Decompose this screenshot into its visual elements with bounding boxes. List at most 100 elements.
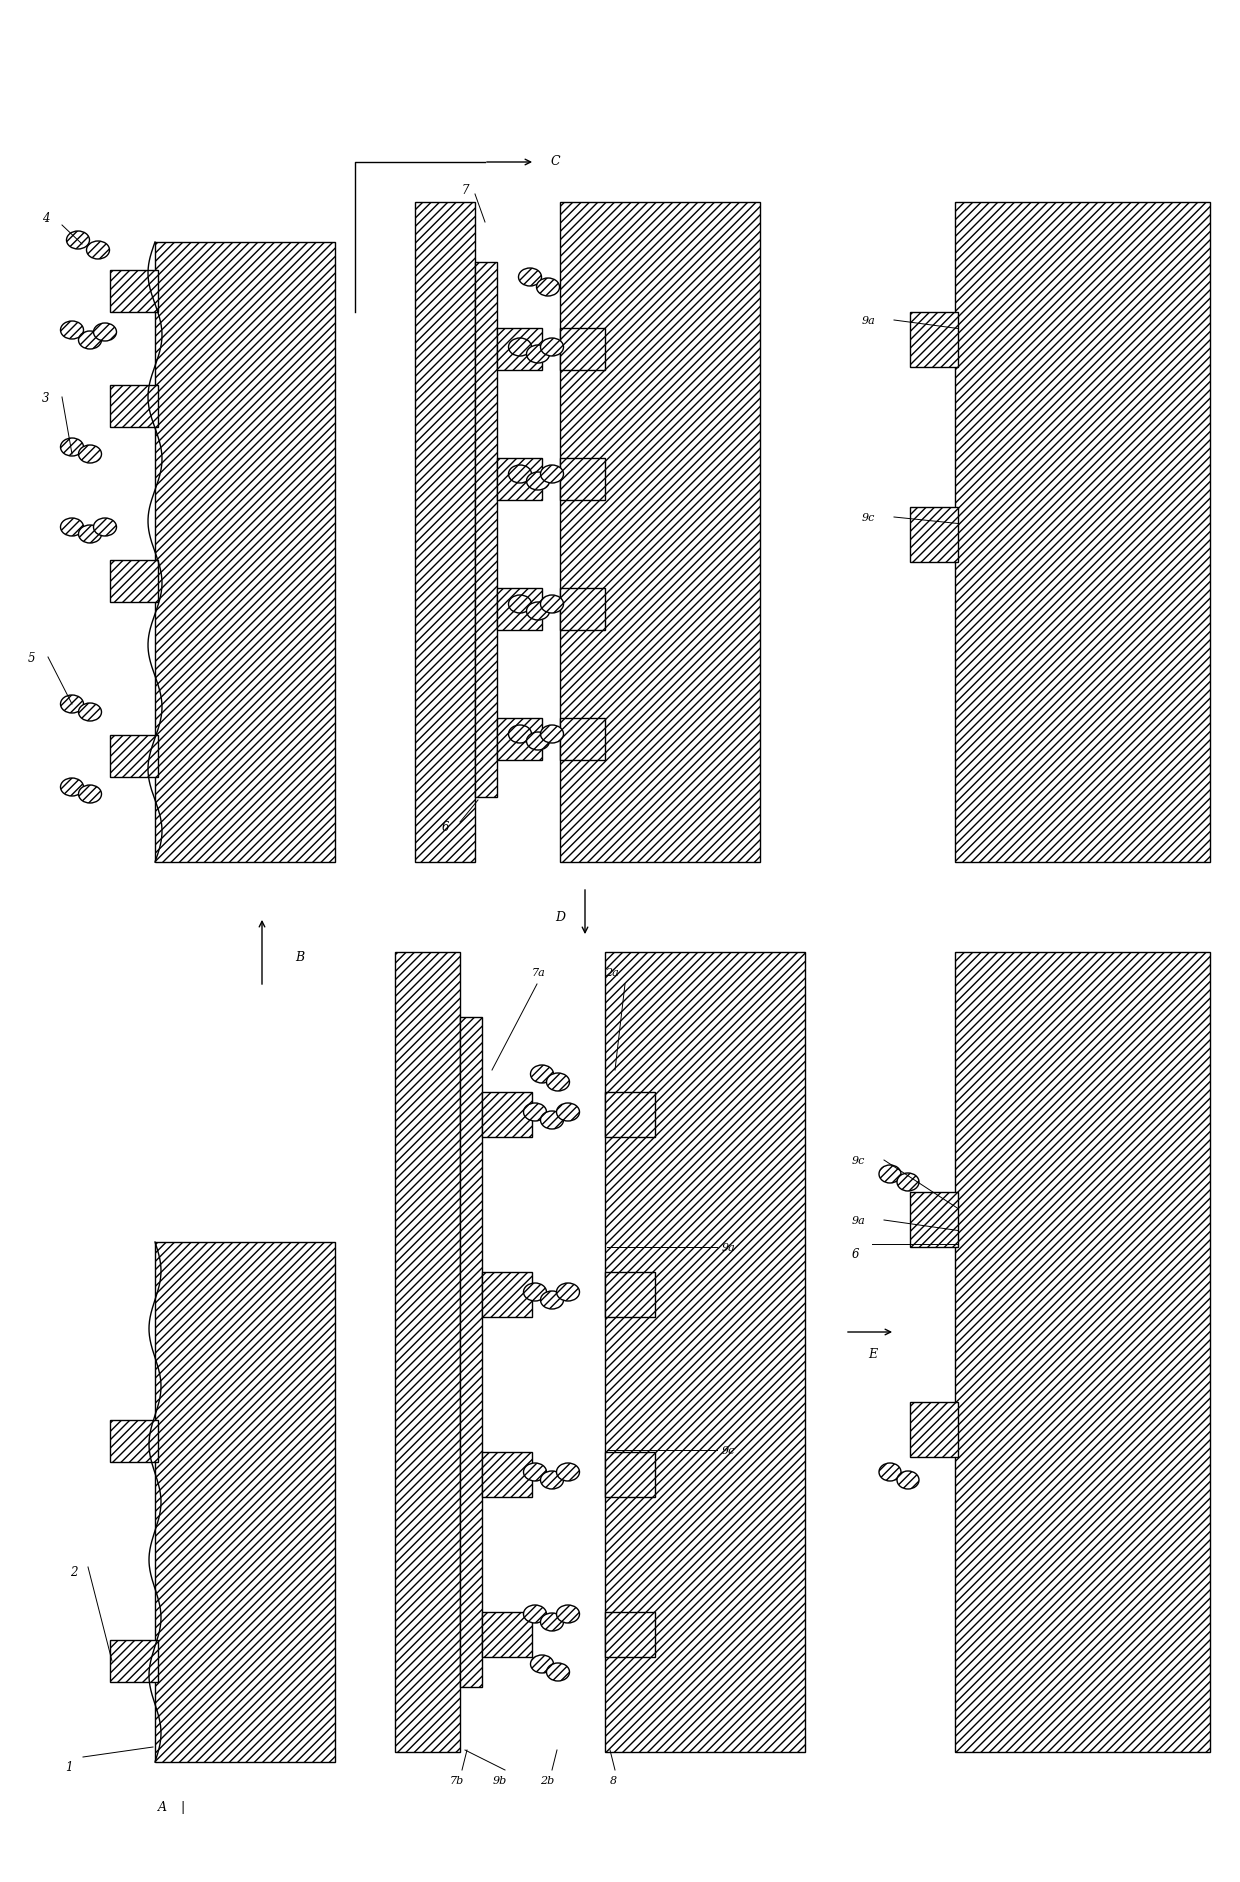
Text: 5: 5 xyxy=(29,651,36,664)
Bar xyxy=(155,243,335,862)
Text: 7a: 7a xyxy=(532,967,546,977)
Bar xyxy=(497,589,542,630)
Ellipse shape xyxy=(531,1654,553,1673)
Ellipse shape xyxy=(557,1284,579,1300)
Ellipse shape xyxy=(557,1103,579,1122)
Text: 6: 6 xyxy=(441,821,449,834)
Ellipse shape xyxy=(541,1472,563,1489)
Ellipse shape xyxy=(87,243,109,260)
Bar xyxy=(560,459,605,501)
Ellipse shape xyxy=(78,704,102,721)
Bar xyxy=(605,1613,655,1658)
Bar xyxy=(605,952,805,1752)
Bar xyxy=(910,312,959,367)
Bar xyxy=(110,271,157,312)
Ellipse shape xyxy=(527,732,549,751)
Ellipse shape xyxy=(61,696,83,713)
Text: 9a: 9a xyxy=(852,1216,866,1225)
Ellipse shape xyxy=(527,602,549,621)
Ellipse shape xyxy=(508,465,532,484)
Bar xyxy=(560,329,605,371)
Ellipse shape xyxy=(523,1284,547,1300)
Ellipse shape xyxy=(557,1462,579,1481)
Bar xyxy=(110,1639,157,1683)
Text: 7: 7 xyxy=(463,184,470,198)
Bar xyxy=(482,1613,532,1658)
Ellipse shape xyxy=(78,331,102,350)
Text: 9c: 9c xyxy=(852,1156,866,1165)
Ellipse shape xyxy=(78,446,102,463)
Text: 6: 6 xyxy=(852,1248,859,1261)
Ellipse shape xyxy=(61,519,83,536)
Bar xyxy=(110,1421,157,1462)
Ellipse shape xyxy=(897,1172,919,1191)
Ellipse shape xyxy=(531,1065,553,1084)
Ellipse shape xyxy=(61,322,83,341)
Text: 9c: 9c xyxy=(722,1445,735,1455)
Bar xyxy=(497,329,542,371)
Bar xyxy=(955,203,1210,862)
Ellipse shape xyxy=(508,597,532,614)
Bar xyxy=(110,561,157,602)
Bar xyxy=(396,952,460,1752)
Bar xyxy=(560,589,605,630)
Bar xyxy=(560,719,605,760)
Text: 3: 3 xyxy=(42,391,50,405)
Text: 9c: 9c xyxy=(862,512,875,523)
Text: 9b: 9b xyxy=(494,1775,507,1784)
Text: 2: 2 xyxy=(69,1566,77,1579)
Ellipse shape xyxy=(61,779,83,796)
Text: E: E xyxy=(868,1348,877,1361)
Bar xyxy=(482,1092,532,1137)
Text: B: B xyxy=(295,950,304,964)
Bar xyxy=(475,263,497,798)
Ellipse shape xyxy=(541,597,563,614)
Bar xyxy=(910,508,959,563)
Text: 7b: 7b xyxy=(450,1775,464,1784)
Bar xyxy=(910,1402,959,1457)
Bar xyxy=(110,386,157,427)
Ellipse shape xyxy=(93,519,117,536)
Text: 9a: 9a xyxy=(862,316,875,326)
Ellipse shape xyxy=(518,269,542,286)
Text: 4: 4 xyxy=(42,211,50,224)
Ellipse shape xyxy=(508,339,532,358)
Ellipse shape xyxy=(541,1613,563,1632)
Bar xyxy=(110,736,157,777)
Ellipse shape xyxy=(547,1073,569,1092)
Ellipse shape xyxy=(541,339,563,358)
Text: |: | xyxy=(180,1801,184,1814)
Text: C: C xyxy=(551,154,559,167)
Ellipse shape xyxy=(508,726,532,743)
Bar xyxy=(497,459,542,501)
Bar xyxy=(155,1242,335,1762)
Bar xyxy=(460,1018,482,1686)
Bar xyxy=(415,203,475,862)
Text: 8: 8 xyxy=(610,1775,618,1784)
Ellipse shape xyxy=(541,1112,563,1129)
Text: 9a: 9a xyxy=(722,1242,735,1252)
Ellipse shape xyxy=(547,1664,569,1681)
Ellipse shape xyxy=(523,1605,547,1622)
Bar xyxy=(482,1272,532,1317)
Bar xyxy=(497,719,542,760)
Ellipse shape xyxy=(879,1462,901,1481)
Ellipse shape xyxy=(523,1462,547,1481)
Ellipse shape xyxy=(527,472,549,491)
Ellipse shape xyxy=(78,785,102,804)
Ellipse shape xyxy=(78,525,102,544)
Ellipse shape xyxy=(67,231,89,250)
Ellipse shape xyxy=(537,279,559,297)
Ellipse shape xyxy=(541,465,563,484)
Ellipse shape xyxy=(879,1165,901,1184)
Ellipse shape xyxy=(61,439,83,457)
Bar xyxy=(560,203,760,862)
Ellipse shape xyxy=(557,1605,579,1622)
Bar xyxy=(605,1453,655,1498)
Text: 1: 1 xyxy=(64,1760,72,1773)
Text: 2a: 2a xyxy=(605,967,619,977)
Ellipse shape xyxy=(93,324,117,343)
Ellipse shape xyxy=(527,346,549,363)
Bar xyxy=(482,1453,532,1498)
Ellipse shape xyxy=(541,1291,563,1310)
